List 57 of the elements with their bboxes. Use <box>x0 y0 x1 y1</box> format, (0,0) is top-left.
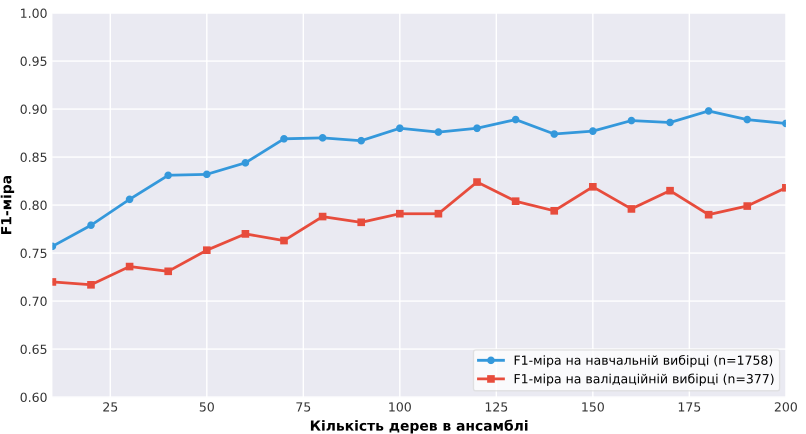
point <box>318 212 326 220</box>
legend-label: F1-міра на навчальній вибірці (n=1758) <box>514 354 772 368</box>
point <box>512 197 520 206</box>
point <box>666 118 674 126</box>
x-tick-label: 200 <box>774 402 797 412</box>
point <box>550 207 558 215</box>
point <box>202 246 211 254</box>
point <box>396 210 404 218</box>
point <box>280 236 288 244</box>
y-tick-label: 0.80 <box>20 200 47 210</box>
point <box>743 116 752 124</box>
point <box>473 178 481 186</box>
point <box>434 210 442 218</box>
point <box>202 170 211 178</box>
y-tick-label: 1.00 <box>21 8 47 18</box>
x-tick-label: 175 <box>678 402 700 412</box>
point <box>666 186 674 194</box>
legend-label: F1-міра на валідаційній вибірці (n=377) <box>514 374 774 386</box>
y-tick-label: 0.85 <box>20 152 46 162</box>
point <box>164 171 172 180</box>
y-axis-title: F1-міра <box>0 176 14 234</box>
point <box>704 210 712 218</box>
x-axis-title: Кількість дерев в ансамблі <box>310 420 528 434</box>
point <box>126 262 134 270</box>
point <box>126 195 134 204</box>
point <box>704 107 712 115</box>
point <box>396 124 404 132</box>
y-tick-label: 0.60 <box>20 392 47 402</box>
x-tick-label: 75 <box>296 402 310 412</box>
point <box>242 230 250 238</box>
point <box>473 124 481 132</box>
y-tick-label: 0.65 <box>20 344 46 354</box>
y-tick-label: 0.90 <box>20 104 47 114</box>
point <box>87 221 95 230</box>
point <box>512 116 520 124</box>
y-tick-label: 0.70 <box>20 296 47 306</box>
point <box>318 134 326 142</box>
x-tick-label: 100 <box>389 402 411 412</box>
point <box>589 127 597 135</box>
point <box>164 268 172 276</box>
point <box>280 134 288 143</box>
point <box>589 183 597 191</box>
point <box>628 116 636 124</box>
point <box>357 136 366 145</box>
x-tick-label: 50 <box>200 402 214 412</box>
point <box>242 158 250 167</box>
point <box>550 130 558 138</box>
x-tick-label: 150 <box>582 402 604 412</box>
y-tick-label: 0.95 <box>20 56 46 66</box>
point <box>434 128 442 136</box>
y-tick-label: 0.75 <box>20 248 46 258</box>
point <box>743 202 752 210</box>
point <box>357 218 366 226</box>
x-tick-label: 25 <box>103 402 118 412</box>
point <box>628 205 636 213</box>
x-tick-label: 125 <box>486 402 508 412</box>
point <box>87 280 95 289</box>
